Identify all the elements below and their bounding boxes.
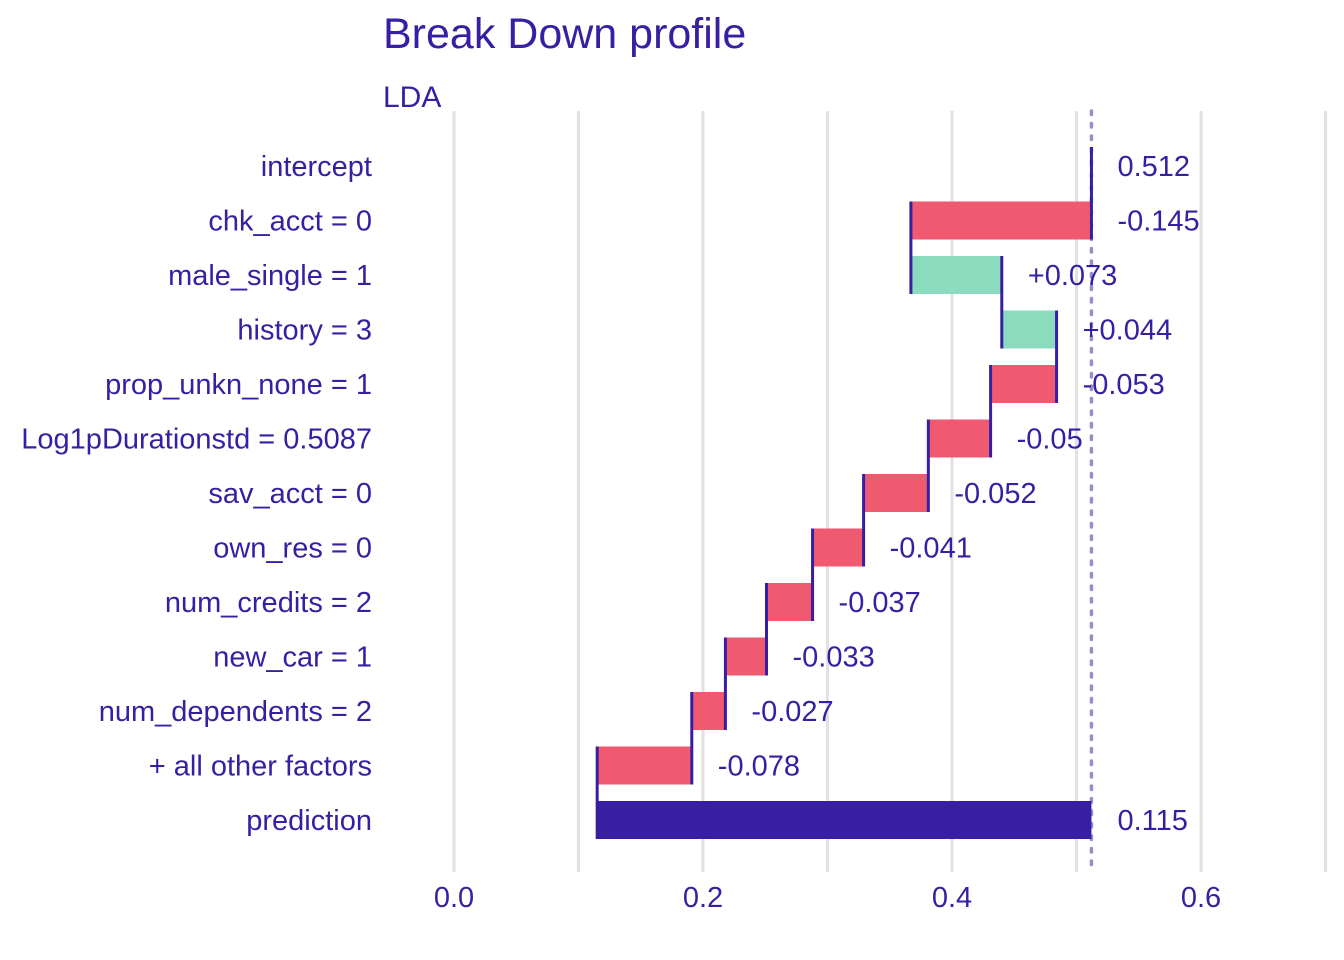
x-tick-label-0.2: 0.2 [683,882,723,914]
row-label-prop-unkn-none-1: prop_unkn_none = 1 [105,369,372,401]
value-label-prediction: 0.115 [1117,805,1187,837]
bar-num-credits-2 [766,583,813,621]
x-tick-label-0.4: 0.4 [932,882,972,914]
value-label-history-3: +0.044 [1083,314,1173,346]
value-label-all-other-factors: -0.078 [718,750,800,782]
x-tick-label-0.6: 0.6 [1181,882,1221,914]
bar-all-other-factors [597,746,692,785]
row-label-num-dependents-2: num_dependents = 2 [99,696,372,728]
value-label-sav-acct-0: -0.052 [954,478,1036,510]
value-label-chk-acct-0: -0.145 [1117,205,1199,237]
bar-history-3 [1001,310,1057,349]
row-label-all-other-factors: + all other factors [149,750,372,782]
bar-log1pdurationstd-0-5087 [928,419,991,458]
value-label-intercept: 0.512 [1117,151,1190,183]
bar-prediction [597,801,1092,839]
bar-num-dependents-2 [691,692,726,730]
row-label-new-car-1: new_car = 1 [213,641,372,673]
row-label-own-res-0: own_res = 0 [213,532,372,564]
row-label-prediction: prediction [246,805,372,837]
bar-new-car-1 [725,637,767,676]
value-label-new-car-1: -0.033 [792,641,874,673]
row-label-male-single-1: male_single = 1 [168,260,372,292]
value-label-own-res-0: -0.041 [890,532,972,564]
value-label-log1pdurationstd-0-5087: -0.05 [1017,423,1083,455]
row-label-num-credits-2: num_credits = 2 [165,587,372,619]
row-label-log1pdurationstd-0-5087: Log1pDurationstd = 0.5087 [21,423,372,455]
x-tick-label-0.0: 0.0 [434,882,474,914]
value-label-male-single-1: +0.073 [1028,260,1118,292]
value-label-num-dependents-2: -0.027 [751,696,833,728]
chart-title: Break Down profile [383,10,747,58]
row-label-sav-acct-0: sav_acct = 0 [208,478,372,510]
bar-sav-acct-0 [863,474,929,512]
row-label-intercept: intercept [261,151,372,183]
row-label-chk-acct-0: chk_acct = 0 [208,205,372,237]
facet-label: LDA [383,81,442,114]
bar-chk-acct-0 [910,201,1092,240]
bar-male-single-1 [910,256,1002,294]
value-label-prop-unkn-none-1: -0.053 [1083,369,1165,401]
bar-prop-unkn-none-1 [990,365,1057,403]
row-label-history-3: history = 3 [237,314,372,346]
bar-own-res-0 [812,528,864,567]
value-label-num-credits-2: -0.037 [839,587,921,619]
